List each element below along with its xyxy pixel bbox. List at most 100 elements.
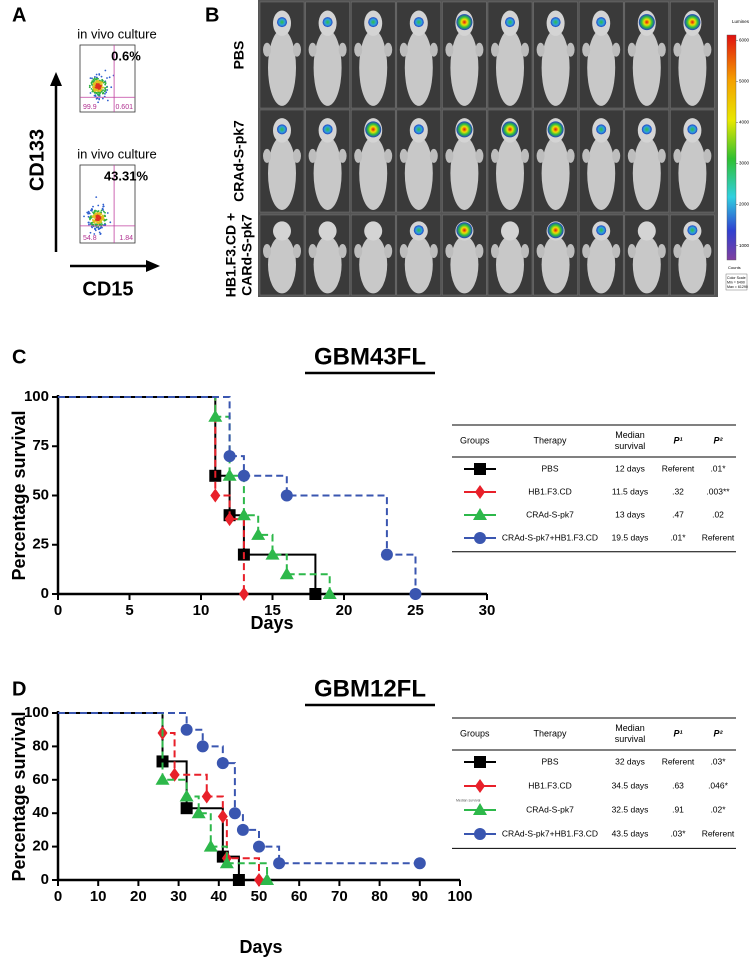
colorbar-title: Luminescence [732, 19, 749, 24]
plot-title: in vivo culture [77, 146, 156, 161]
cell-dot [87, 210, 90, 213]
marker [380, 548, 393, 561]
x-tick-label: 100 [447, 888, 472, 905]
mouse-leg [673, 244, 682, 258]
signal [687, 124, 698, 135]
mouse-leg [536, 148, 545, 163]
cell-dot [97, 228, 100, 231]
cell-dot [94, 223, 97, 226]
survival-curve [58, 712, 420, 865]
cell-dot [91, 83, 93, 86]
cell-dot [90, 82, 93, 84]
cell-dot [93, 90, 96, 92]
marker [155, 772, 170, 785]
mouse-leg [612, 148, 621, 163]
table-cell: .01* [710, 463, 726, 473]
signal [277, 17, 287, 28]
cell-dot [96, 210, 99, 213]
table-cell: CRAd-S-pk7 [526, 509, 574, 519]
x-tick-label: 50 [251, 888, 268, 905]
mouse-leg [429, 148, 438, 163]
table-cell: .91 [672, 804, 684, 814]
arrow-head [146, 260, 160, 272]
marker [223, 450, 236, 463]
mouse-body [541, 235, 570, 294]
mouse-leg [566, 42, 575, 57]
mouse-body [632, 29, 661, 106]
cell-dot [93, 87, 96, 90]
cell-dot [105, 86, 108, 89]
cell-dot [97, 91, 100, 94]
cell-dot [89, 231, 92, 234]
x-tick-label: 20 [336, 602, 353, 619]
chart-title: GBM43FL [314, 343, 426, 370]
mouse-leg [536, 42, 545, 57]
cell-dot [95, 76, 98, 79]
scale-text: Color Scale [727, 276, 746, 280]
row-label: HB1.F3.CD + [223, 213, 239, 297]
cell-dot [109, 221, 112, 224]
cell-dot [98, 73, 101, 76]
cell-dot [102, 210, 105, 213]
marker [236, 508, 251, 521]
cell-dot [102, 218, 105, 221]
quadrant-label: 54.8 [83, 235, 97, 242]
signal [413, 225, 424, 236]
mouse-body [587, 136, 616, 210]
marker [237, 469, 250, 482]
mouse-leg [703, 42, 712, 57]
signal [638, 14, 655, 31]
marker [222, 468, 237, 481]
row-label: CRAd-S-pk7 [231, 120, 247, 202]
table-header: Therapy [533, 728, 567, 738]
signal [547, 121, 564, 138]
y-tick-label: 0 [41, 585, 49, 602]
cell-dot [100, 211, 103, 214]
mouse-leg [293, 244, 301, 258]
cell-dot [87, 215, 90, 218]
table-header: P² [714, 728, 724, 738]
table-cell: 13 days [615, 509, 645, 519]
cell-dot [87, 221, 90, 224]
cell-dot [102, 216, 105, 219]
mouse-leg [445, 244, 454, 258]
cell-dot [97, 101, 100, 104]
x-tick-label: 0 [54, 888, 62, 905]
marker [473, 508, 487, 520]
x-tick-label: 60 [291, 888, 308, 905]
mouse-leg [521, 42, 529, 57]
mouse-leg [445, 148, 454, 163]
cell-dot [90, 88, 93, 90]
cell-dot [93, 79, 95, 82]
table-cell: PBS [541, 756, 558, 766]
mouse-leg [627, 148, 636, 163]
cell-dot [104, 69, 107, 72]
cell-dot [96, 93, 99, 96]
x-tick-label: 40 [210, 888, 227, 905]
table-cell: 12 days [615, 463, 645, 473]
cell-dot [106, 89, 109, 91]
table-header: P² [714, 435, 724, 445]
mouse-leg [703, 244, 712, 258]
mouse-body [359, 235, 388, 294]
cell-dot [104, 82, 107, 85]
panel-label: D [12, 678, 26, 700]
marker [475, 779, 485, 793]
mouse-leg [338, 148, 347, 163]
marker [279, 567, 294, 580]
signal [456, 222, 473, 239]
marker [265, 547, 280, 560]
signal [413, 124, 424, 135]
marker [309, 588, 322, 600]
mouse-body [313, 29, 342, 106]
table-cell: HB1.F3.CD [528, 780, 571, 790]
plot-title: in vivo culture [77, 26, 156, 41]
quadrant-label: 99.9 [83, 104, 97, 111]
table-cell: Referent [662, 463, 695, 473]
marker [210, 488, 221, 503]
marker [156, 755, 169, 768]
signal [277, 124, 287, 135]
mouse-leg [582, 244, 591, 258]
plot-frame [79, 164, 136, 244]
cell-dot [91, 86, 94, 88]
